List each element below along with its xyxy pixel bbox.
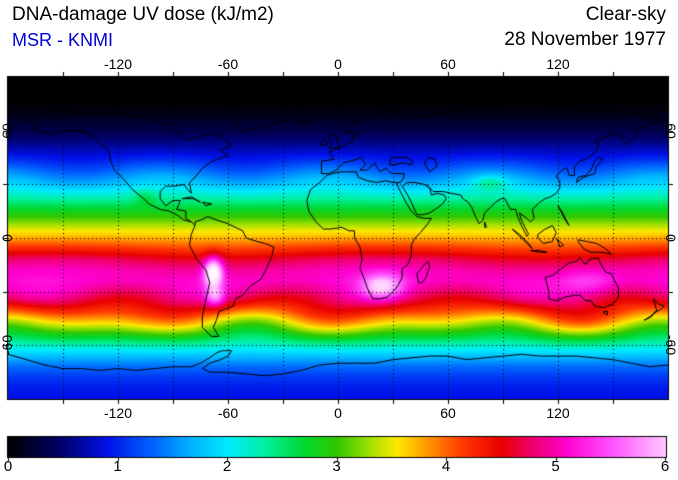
- colorbar-tick-label: 0: [3, 458, 13, 475]
- lon-tick-label-bottom: -60: [217, 405, 239, 421]
- figure-title: DNA-damage UV dose (kJ/m2): [12, 4, 274, 25]
- lon-tick-label-bottom: 60: [440, 405, 456, 421]
- sky-condition-label: Clear-sky: [585, 4, 666, 25]
- date-label: 28 November 1977: [504, 29, 666, 50]
- lon-tick-label-top: 120: [546, 56, 570, 72]
- colorbar-tick-label: 5: [551, 458, 560, 475]
- lat-tick-label-right: -60: [663, 335, 678, 356]
- data-source-label: MSR - KNMI: [12, 30, 113, 50]
- lon-tick-label-bottom: 0: [334, 405, 342, 421]
- lat-tick-label-left: -60: [0, 335, 15, 356]
- lat-tick-label-right: 60: [663, 122, 678, 139]
- colorbar-tick-label: 1: [113, 458, 122, 475]
- lon-tick-label-bottom: -120: [103, 405, 133, 421]
- colorbar-tick-label: 2: [222, 458, 232, 475]
- lat-tick-label-left: 0: [0, 234, 15, 242]
- lon-tick-label-top: 60: [440, 56, 456, 72]
- colorbar-tick-label: 4: [441, 458, 451, 475]
- lat-tick-label-left: 60: [0, 122, 15, 139]
- lon-tick-label-top: -120: [103, 56, 133, 72]
- lon-tick-label-top: 0: [334, 56, 342, 72]
- colorbar-tick-label: 3: [332, 458, 341, 475]
- lat-tick-label-right: 0: [663, 234, 678, 242]
- lon-tick-label-top: -60: [217, 56, 239, 72]
- colorbar-tick-label: 6: [660, 458, 670, 475]
- lon-tick-label-bottom: 120: [546, 405, 570, 421]
